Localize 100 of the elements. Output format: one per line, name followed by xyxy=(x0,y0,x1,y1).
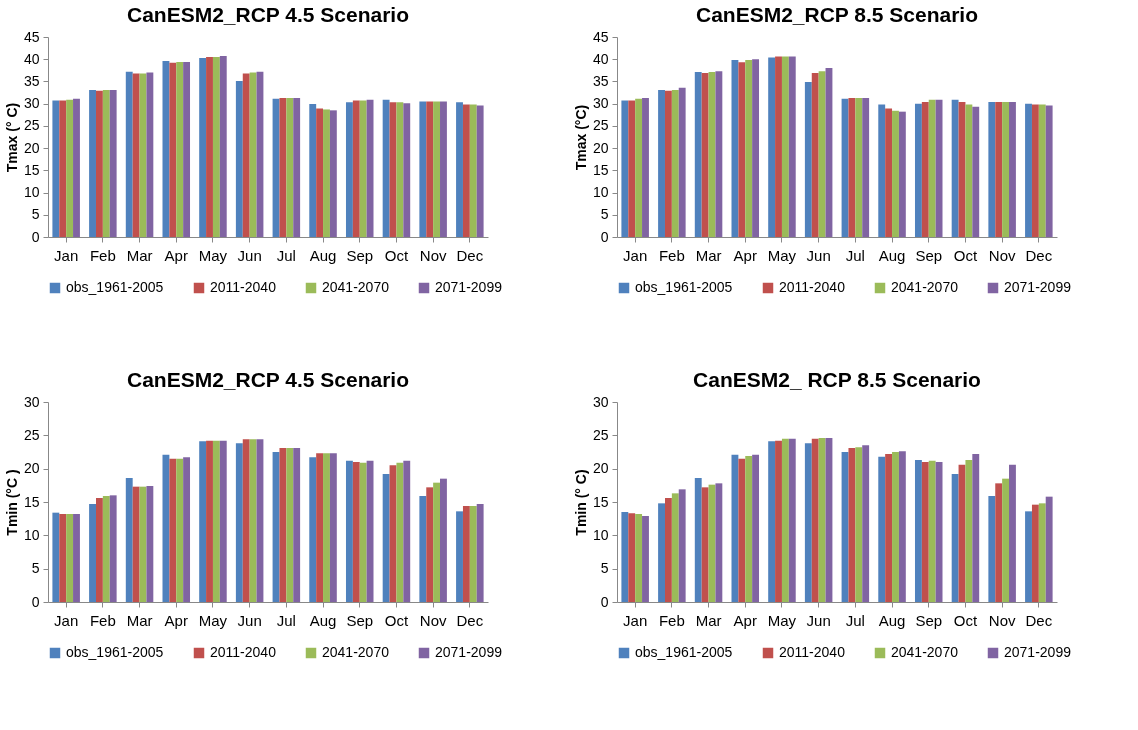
bar xyxy=(995,483,1003,602)
bar xyxy=(928,460,936,602)
y-tick-label: 0 xyxy=(600,593,609,610)
bar xyxy=(469,506,477,602)
bar xyxy=(403,460,411,602)
y-axis-title: Tmax (°C) xyxy=(572,104,589,171)
x-tick-label: Jun xyxy=(237,611,262,629)
bar xyxy=(671,89,679,237)
bar xyxy=(73,514,80,602)
bar xyxy=(162,454,170,602)
bar xyxy=(366,460,374,602)
x-tick-label: Oct xyxy=(384,246,409,264)
x-tick-label: Oct xyxy=(953,246,978,264)
bar xyxy=(811,438,819,602)
bar xyxy=(951,99,959,237)
bar xyxy=(752,454,760,602)
bar xyxy=(352,462,360,602)
bar xyxy=(935,462,943,602)
bar xyxy=(988,101,996,237)
x-tick-label: Sep xyxy=(346,246,374,264)
bar xyxy=(440,478,447,602)
bar xyxy=(382,99,390,237)
bar xyxy=(73,98,80,237)
bar xyxy=(89,89,96,237)
legend-label: 2011-2040 xyxy=(210,279,277,295)
bar xyxy=(921,462,929,602)
bar xyxy=(694,478,702,602)
bar xyxy=(995,101,1003,237)
y-tick-label: 20 xyxy=(23,460,40,477)
bar xyxy=(1045,105,1053,237)
bar xyxy=(396,102,404,237)
bar xyxy=(965,104,973,237)
bar xyxy=(1025,103,1032,237)
x-tick-label: Sep xyxy=(346,611,374,629)
bar xyxy=(788,56,796,237)
x-tick-label: Feb xyxy=(658,246,685,264)
bar xyxy=(286,448,294,602)
x-tick-label: Jun xyxy=(237,246,262,264)
bar xyxy=(102,496,110,602)
bar xyxy=(456,511,463,602)
bar xyxy=(1031,504,1039,602)
bar xyxy=(972,106,980,237)
y-tick-label: 5 xyxy=(600,560,609,577)
bar xyxy=(469,104,477,237)
bar xyxy=(52,100,60,237)
bar xyxy=(359,100,367,237)
x-tick-label: Mar xyxy=(695,611,722,629)
bar xyxy=(235,81,243,237)
x-tick-label: Nov xyxy=(988,611,1016,629)
bar xyxy=(309,457,317,602)
bar xyxy=(635,98,643,237)
bar xyxy=(1025,511,1032,602)
y-tick-label: 0 xyxy=(600,228,609,245)
bar xyxy=(102,89,110,237)
bar xyxy=(109,89,117,237)
bar xyxy=(781,438,789,602)
legend-label: obs_1961-2005 xyxy=(635,644,733,660)
bar xyxy=(199,57,207,237)
bar xyxy=(162,61,170,237)
bar xyxy=(476,105,484,237)
bar xyxy=(440,101,447,237)
bar xyxy=(678,87,686,237)
bar xyxy=(621,100,629,237)
bar xyxy=(329,453,337,602)
bar xyxy=(433,101,441,237)
x-tick-label: Dec xyxy=(1025,611,1053,629)
y-tick-label: 45 xyxy=(23,28,40,45)
y-tick-label: 25 xyxy=(23,117,40,134)
x-tick-label: Mar xyxy=(126,246,153,264)
y-tick-label: 25 xyxy=(592,426,609,443)
bar xyxy=(892,452,899,602)
bar xyxy=(745,456,753,602)
bar xyxy=(775,440,782,602)
bar xyxy=(935,99,943,237)
y-tick-label: 25 xyxy=(23,426,40,443)
bar xyxy=(885,108,893,237)
y-tick-label: 10 xyxy=(592,526,609,543)
bar xyxy=(738,62,746,237)
y-tick-label: 45 xyxy=(592,28,609,45)
y-tick-label: 0 xyxy=(31,228,40,245)
x-tick-label: Mar xyxy=(126,611,153,629)
bar xyxy=(715,483,723,602)
x-tick-label: May xyxy=(198,611,228,629)
bar xyxy=(775,56,782,237)
x-tick-label: Feb xyxy=(89,611,116,629)
bar xyxy=(628,100,636,237)
chart-title: CanESM2_RCP 4.5 Scenario xyxy=(126,3,410,26)
y-tick-label: 30 xyxy=(592,393,609,410)
bar xyxy=(345,460,353,602)
bar xyxy=(396,462,404,602)
bar xyxy=(366,99,374,237)
bar xyxy=(804,443,812,602)
legend-label: 2041-2070 xyxy=(891,644,959,660)
x-tick-label: Apr xyxy=(164,611,188,629)
x-tick-label: Apr xyxy=(733,611,757,629)
bar xyxy=(212,57,220,237)
bar xyxy=(914,103,922,237)
x-tick-label: Jul xyxy=(845,611,865,629)
bar xyxy=(898,111,906,237)
bar xyxy=(878,104,886,237)
